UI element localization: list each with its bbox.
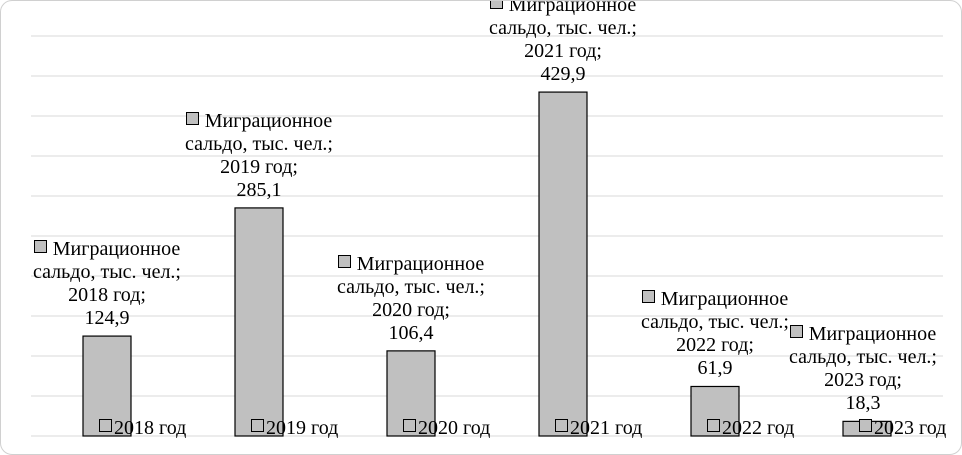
legend-text: 2023 год	[874, 417, 947, 439]
legend-text: 2020 год	[418, 417, 491, 439]
legend-text: 2019 год	[266, 417, 339, 439]
legend-item: 2018 год	[99, 417, 186, 439]
data-label: Миграционное сальдо, тыс. чел.; 2023 год…	[770, 323, 956, 415]
label-text: Миграционное сальдо, тыс. чел.; 2023 год…	[789, 323, 937, 392]
label-marker	[789, 325, 803, 339]
legend-item: 2020 год	[403, 417, 490, 439]
value-label: 18,3	[845, 392, 881, 415]
label-text: Миграционное сальдо, тыс. чел.; 2018 год…	[33, 238, 181, 307]
legend-marker	[403, 419, 416, 432]
data-label: Миграционное сальдо, тыс. чел.; 2022 год…	[622, 288, 808, 380]
label-text: Миграционное сальдо, тыс. чел.; 2020 год…	[337, 252, 485, 321]
legend-text: 2021 год	[570, 417, 643, 439]
legend-marker	[99, 419, 112, 432]
legend-item: 2022 год	[707, 417, 794, 439]
data-label: Миграционное сальдо, тыс. чел.; 2020 год…	[318, 253, 504, 345]
legend-marker	[859, 419, 872, 432]
data-label: Миграционное сальдо, тыс. чел.; 2021 год…	[470, 0, 656, 86]
value-label: 61,9	[697, 357, 733, 380]
label-text: Миграционное сальдо, тыс. чел.; 2022 год…	[641, 288, 789, 357]
legend-marker	[555, 419, 568, 432]
legend-text: 2018 год	[114, 417, 187, 439]
value-label: 124,9	[84, 307, 130, 330]
legend-marker	[251, 419, 264, 432]
value-label: 285,1	[236, 178, 282, 201]
value-label: 429,9	[540, 63, 586, 86]
bar	[234, 207, 284, 437]
data-label: Миграционное сальдо, тыс. чел.; 2018 год…	[14, 238, 200, 330]
legend-item: 2021 год	[555, 417, 642, 439]
label-marker	[337, 254, 351, 268]
label-text: Миграционное сальдо, тыс. чел.; 2021 год…	[489, 0, 637, 63]
label-marker	[641, 290, 655, 304]
label-text: Миграционное сальдо, тыс. чел.; 2019 год…	[185, 109, 333, 178]
legend-marker	[707, 419, 720, 432]
value-label: 106,4	[388, 321, 434, 344]
label-marker	[185, 111, 199, 125]
label-marker	[33, 240, 47, 254]
data-label: Миграционное сальдо, тыс. чел.; 2019 год…	[166, 110, 352, 202]
legend-text: 2022 год	[722, 417, 795, 439]
label-marker	[489, 1, 503, 10]
bar	[538, 91, 588, 437]
legend-item: 2023 год	[859, 417, 946, 439]
legend-item: 2019 год	[251, 417, 338, 439]
